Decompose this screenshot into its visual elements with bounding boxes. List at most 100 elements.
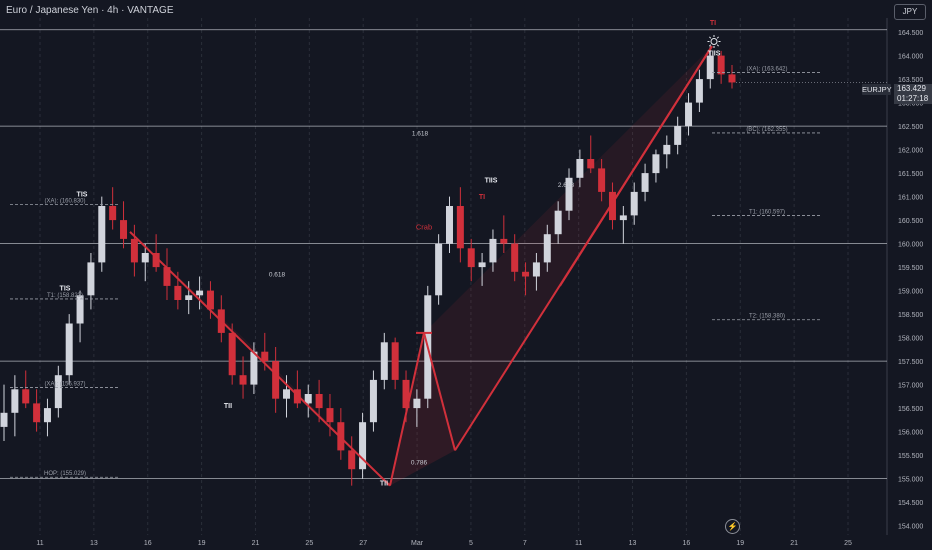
x-tick-label: 11: [575, 540, 582, 547]
candle-body: [565, 177, 573, 211]
candle-body: [489, 238, 497, 263]
candle-body: [695, 79, 703, 103]
chart-title: Euro / Japanese Yen · 4h · VANTAGE: [6, 5, 174, 16]
candle-body: [109, 206, 117, 221]
candle-body: [641, 173, 649, 192]
sun-icon-ray: [716, 44, 719, 47]
fib-ratio-label: 2.618: [558, 182, 575, 189]
candle-body: [348, 450, 356, 470]
y-tick-label: 154.500: [898, 500, 923, 507]
pattern-name-label: Crab: [416, 223, 432, 232]
candle-body: [630, 191, 638, 216]
symbol-badge: EURJPY: [862, 84, 892, 95]
y-tick-label: 164.000: [898, 54, 923, 61]
x-tick-label: 16: [144, 540, 152, 547]
candle-body: [163, 267, 171, 286]
candle-body: [511, 243, 519, 272]
candle-body: [98, 206, 106, 263]
candle-body: [120, 220, 128, 239]
y-tick-label: 158.500: [898, 312, 923, 319]
candle-body: [652, 154, 660, 174]
candle-body: [272, 361, 280, 399]
candle-body: [228, 332, 236, 376]
sun-icon: [710, 38, 718, 45]
pattern-line-xa: [129, 231, 391, 487]
pattern-mark-label: TII: [224, 403, 232, 410]
y-tick-label: 164.500: [898, 30, 923, 37]
x-tick-label: 25: [844, 540, 852, 547]
candle-body: [663, 144, 671, 155]
candle-body: [391, 342, 399, 380]
pattern-mark-label: TIS: [77, 192, 88, 199]
candle-body: [174, 285, 182, 300]
y-tick-label: 162.000: [898, 148, 923, 155]
currency-button[interactable]: JPY: [894, 4, 926, 20]
x-tick-label: 21: [790, 540, 798, 547]
level-label: T2: (158.380): [749, 314, 785, 320]
candle-body: [413, 398, 421, 409]
candle-body: [445, 206, 453, 244]
y-tick-label: 160.000: [898, 242, 923, 249]
candle-body: [402, 379, 410, 409]
candle-body: [185, 295, 193, 300]
x-tick-label: 27: [359, 540, 367, 547]
candle-body: [54, 375, 62, 409]
y-tick-label: 163.000: [898, 101, 923, 108]
candle-body: [587, 159, 595, 169]
pattern-mark-label: TI: [710, 20, 716, 27]
sun-icon-ray: [709, 44, 712, 47]
fib-ratio-label: 0.618: [269, 272, 286, 279]
candle-body: [141, 253, 149, 263]
y-tick-label: 161.000: [898, 195, 923, 202]
candle-body: [239, 375, 247, 385]
sun-icon-ray: [716, 36, 719, 39]
candle-body: [87, 262, 95, 296]
candle-body: [326, 408, 334, 423]
last-price-badge: 163.429 01:27:18: [894, 84, 932, 104]
last-price: 163.429: [897, 84, 926, 93]
candle-body: [532, 262, 540, 277]
candle-body: [380, 342, 388, 380]
x-tick-label: 19: [736, 540, 744, 547]
candle-body: [359, 422, 367, 470]
x-tick-label: 5: [469, 540, 473, 547]
y-tick-label: 159.500: [898, 265, 923, 272]
pattern-mark-label: TIIS: [485, 178, 498, 185]
x-tick-label: 13: [629, 540, 637, 547]
y-tick-label: 155.500: [898, 453, 923, 460]
pattern-mark-label: TIS: [60, 286, 71, 293]
candle-body: [33, 403, 41, 423]
candle-body: [685, 102, 693, 127]
y-tick-label: 157.500: [898, 359, 923, 366]
x-tick-label: 16: [683, 540, 691, 547]
y-tick-label: 156.500: [898, 406, 923, 413]
candle-body: [522, 271, 530, 277]
candle-body: [576, 159, 584, 178]
candle-body: [206, 290, 214, 310]
y-tick-label: 157.000: [898, 383, 923, 390]
candle-body: [598, 168, 606, 192]
pattern-line-retrace: [559, 45, 713, 287]
candle-body: [196, 290, 204, 296]
candle-body: [152, 253, 160, 268]
candle-body: [608, 191, 616, 221]
candle-body: [674, 126, 682, 145]
candle-body: [467, 248, 475, 268]
pattern-mark-label: TII: [380, 481, 388, 488]
candle-body: [43, 408, 51, 423]
pattern-mark-label: TIIS: [708, 51, 721, 58]
lightning-icon[interactable]: ⚡: [725, 519, 740, 534]
candle-body: [130, 238, 138, 263]
candle-body: [435, 243, 443, 296]
candle-body: [717, 55, 725, 75]
pattern-line-ab: [389, 332, 425, 486]
candle-body: [456, 206, 464, 249]
y-tick-label: 156.000: [898, 430, 923, 437]
y-tick-label: 154.000: [898, 524, 923, 531]
y-tick-label: 160.500: [898, 218, 923, 225]
candle-body: [250, 351, 258, 385]
pattern-shade-middle: [390, 332, 455, 486]
candle-body: [304, 394, 312, 404]
fib-ratio-label: 0.786: [411, 460, 428, 467]
